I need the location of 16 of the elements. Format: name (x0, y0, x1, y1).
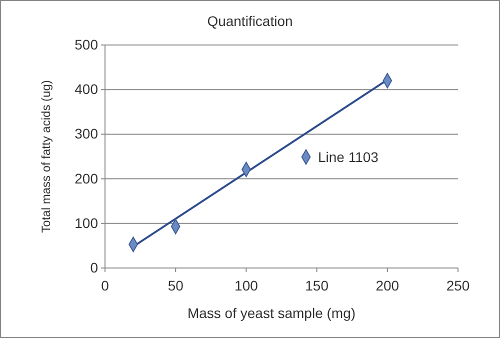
x-tick-label: 200 (376, 277, 400, 294)
y-tick-label: 400 (74, 81, 98, 98)
y-tick-label: 200 (74, 170, 98, 186)
x-tick-label: 50 (168, 277, 184, 294)
x-tick-label: 0 (101, 277, 110, 294)
y-tick-label: 100 (74, 214, 98, 231)
x-tick-label: 250 (446, 277, 470, 294)
y-axis-title: Total mass of fatty acids (ug) (39, 80, 53, 233)
x-tick-label: 100 (234, 277, 258, 294)
legend-label: Line 1103 (318, 149, 379, 165)
x-axis-title: Mass of yeast sample (mg) (187, 305, 356, 321)
y-tick-label: 300 (74, 126, 98, 142)
x-tick-label: 150 (305, 277, 329, 294)
chart-title: Quantification (207, 13, 293, 29)
y-tick-label: 0 (90, 259, 98, 276)
y-tick-label: 500 (74, 36, 98, 52)
